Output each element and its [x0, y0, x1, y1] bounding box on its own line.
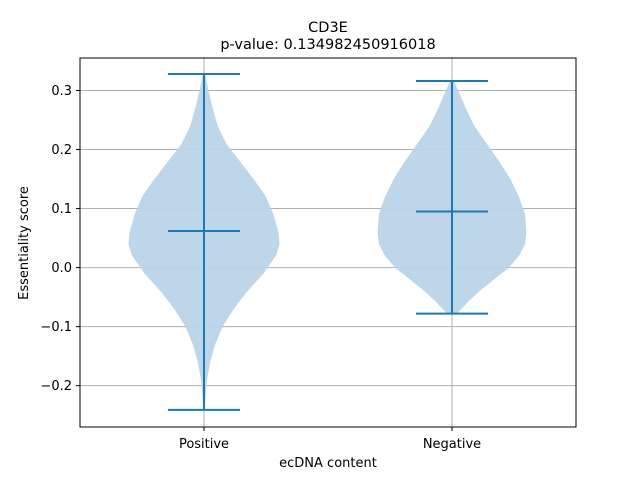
y-tick-label: 0.1	[51, 202, 72, 217]
violin-bodies	[128, 73, 527, 410]
y-tick-label: 0.0	[51, 261, 72, 276]
chart-title: CD3E	[308, 20, 348, 36]
y-tick-label: 0.3	[51, 84, 72, 99]
y-tick-label: 0.2	[51, 143, 72, 158]
x-tick-label-positive: Positive	[179, 437, 229, 452]
chart-subtitle: p-value: 0.134982450916018	[220, 37, 435, 53]
axis-ticks: −0.2 −0.1 0.0 0.1 0.2 0.3 Positive Negative	[40, 84, 481, 452]
x-axis-label: ecDNA content	[279, 456, 377, 471]
violin-stat-lines	[168, 72, 488, 411]
x-tick-label-negative: Negative	[423, 437, 481, 452]
y-tick-label: −0.1	[40, 320, 72, 335]
plot-area-frame	[79, 57, 577, 428]
y-axis-label: Essentiality score	[17, 186, 32, 300]
y-tick-label: −0.2	[40, 379, 72, 394]
